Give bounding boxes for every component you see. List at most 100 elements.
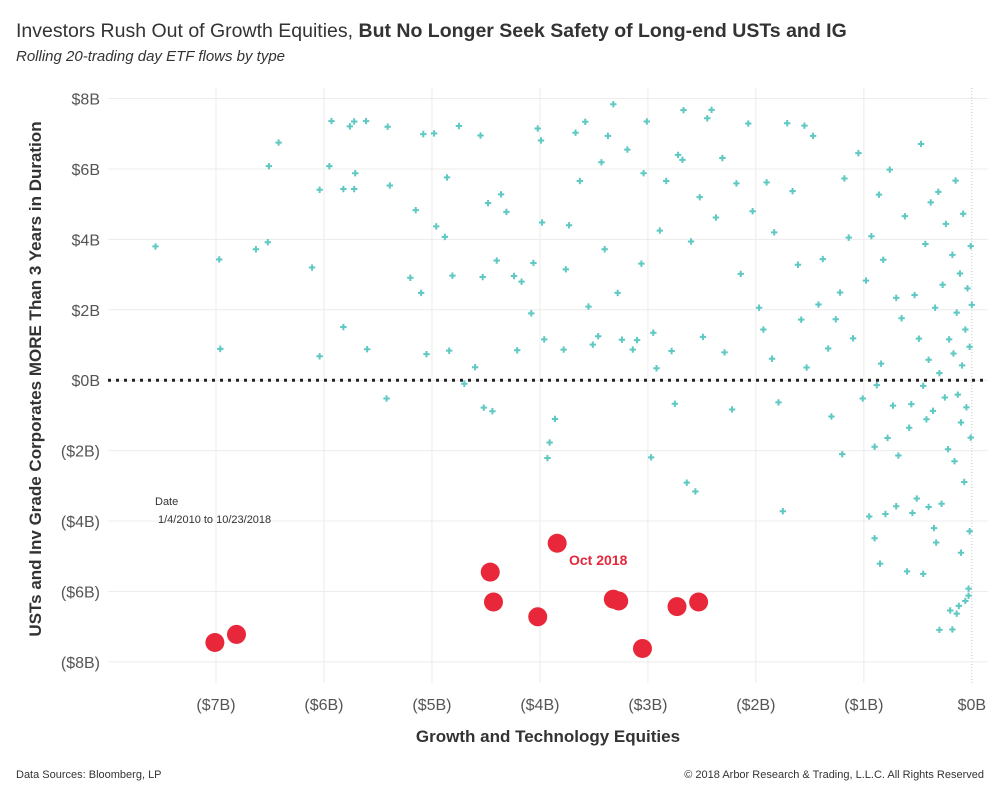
history-point	[893, 503, 900, 510]
copyright-footer: © 2018 Arbor Research & Trading, L.L.C. …	[684, 769, 984, 781]
history-point	[363, 346, 371, 353]
history-point	[598, 159, 605, 166]
history-point	[489, 408, 496, 415]
history-point	[760, 326, 767, 333]
history-point	[252, 246, 260, 253]
history-point	[497, 191, 505, 198]
history-point	[911, 291, 918, 299]
history-point	[449, 272, 456, 279]
date-legend-label: Date	[155, 496, 179, 508]
history-point	[862, 277, 870, 284]
history-point	[957, 419, 965, 426]
history-point	[920, 382, 927, 390]
x-tick-label: ($4B)	[520, 697, 559, 714]
history-point	[775, 399, 782, 406]
history-point	[629, 346, 636, 353]
history-point	[493, 257, 500, 264]
history-point	[708, 106, 715, 114]
history-point	[601, 246, 608, 253]
oct-2018-point	[483, 592, 503, 612]
history-point	[966, 528, 973, 535]
history-point	[964, 285, 971, 292]
oct-2018-point	[667, 597, 687, 617]
oct-2018-point	[205, 633, 225, 653]
history-point	[537, 137, 545, 144]
history-point	[733, 180, 740, 187]
history-point	[728, 406, 736, 413]
history-point	[441, 233, 449, 241]
history-point	[955, 602, 963, 610]
y-tick-label: ($2B)	[61, 444, 100, 461]
history-point	[308, 264, 316, 271]
history-point	[905, 424, 913, 431]
history-point	[350, 118, 358, 125]
history-point	[909, 509, 916, 517]
history-point	[871, 443, 878, 450]
history-point	[824, 345, 832, 352]
history-point	[923, 416, 930, 423]
history-point	[671, 400, 679, 408]
history-point	[604, 132, 612, 140]
oct-2018-point	[528, 607, 548, 627]
x-tick-label: $0B	[958, 697, 986, 714]
history-point	[668, 347, 675, 355]
history-point	[633, 336, 641, 344]
history-point	[585, 303, 592, 310]
history-point	[152, 243, 159, 250]
history-point	[471, 363, 479, 371]
history-point	[962, 597, 969, 605]
history-point	[832, 316, 839, 323]
history-point	[845, 234, 852, 241]
history-point	[350, 185, 358, 193]
history-point	[819, 255, 826, 263]
history-point	[809, 132, 817, 140]
history-point	[538, 219, 546, 226]
history-point	[346, 123, 354, 130]
history-point	[316, 186, 323, 193]
history-point	[949, 626, 956, 633]
history-point	[551, 415, 559, 423]
history-point	[945, 336, 953, 343]
history-point	[275, 139, 282, 146]
history-point	[582, 118, 589, 125]
history-point	[479, 273, 486, 281]
history-point	[383, 395, 390, 402]
history-point	[920, 570, 927, 578]
history-point	[638, 260, 645, 267]
history-point	[935, 188, 942, 196]
history-point	[925, 503, 932, 511]
gridlines	[108, 88, 988, 683]
history-point	[749, 208, 756, 215]
history-point	[895, 452, 902, 459]
history-point	[953, 309, 960, 316]
history-point	[951, 457, 958, 465]
history-point	[328, 117, 335, 125]
history-point	[930, 524, 938, 532]
oct-2018-point	[226, 624, 246, 644]
y-tick-label: $0B	[72, 373, 100, 390]
history-point	[868, 233, 875, 240]
history-point	[624, 146, 631, 153]
history-point	[855, 149, 862, 157]
chart-title-part-1: Investors Rush Out of Growth Equities,	[16, 20, 359, 42]
history-point	[650, 329, 657, 336]
history-point	[956, 270, 964, 277]
history-point	[647, 454, 655, 461]
history-point	[610, 100, 617, 108]
history-point	[217, 345, 224, 353]
history-point	[779, 507, 787, 515]
history-point	[674, 151, 682, 159]
oct-2018-point	[632, 638, 652, 658]
history-point	[692, 488, 699, 495]
history-point	[455, 122, 463, 130]
date-legend-range: 1/4/2010 to 10/23/2018	[158, 514, 272, 526]
history-point	[941, 394, 949, 401]
history-point	[859, 395, 866, 402]
history-point	[927, 199, 934, 206]
history-point	[719, 154, 726, 162]
history-point	[562, 266, 570, 273]
history-point	[340, 185, 347, 193]
history-point	[352, 170, 359, 177]
history-point	[534, 125, 541, 132]
history-point	[477, 132, 484, 139]
